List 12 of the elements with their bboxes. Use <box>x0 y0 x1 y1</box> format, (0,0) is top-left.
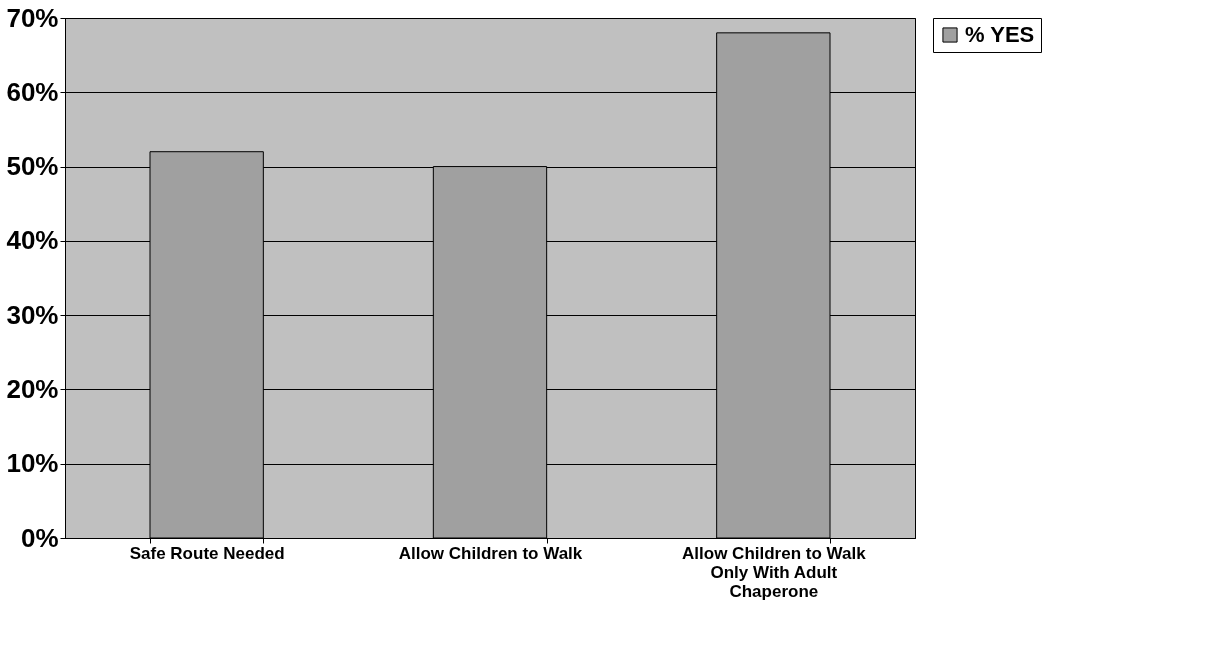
y-tick-label: 50% <box>6 151 59 182</box>
y-tick-label: 40% <box>6 225 59 256</box>
y-tick-label: 10% <box>6 448 59 479</box>
x-tick-label: Allow Children to Walk Only With Adult Chaperone <box>682 543 867 601</box>
y-tick-label: 30% <box>6 299 59 330</box>
x-tick-label: Safe Route Needed <box>129 543 285 563</box>
y-tick-label: 20% <box>6 373 59 404</box>
x-tick-label: Allow Children to Walk <box>398 543 583 563</box>
legend-label: % YES <box>965 22 1035 47</box>
y-tick-label: 60% <box>6 76 59 107</box>
y-tick-label: 0% <box>20 522 59 553</box>
y-tick-label: 70% <box>6 2 59 33</box>
